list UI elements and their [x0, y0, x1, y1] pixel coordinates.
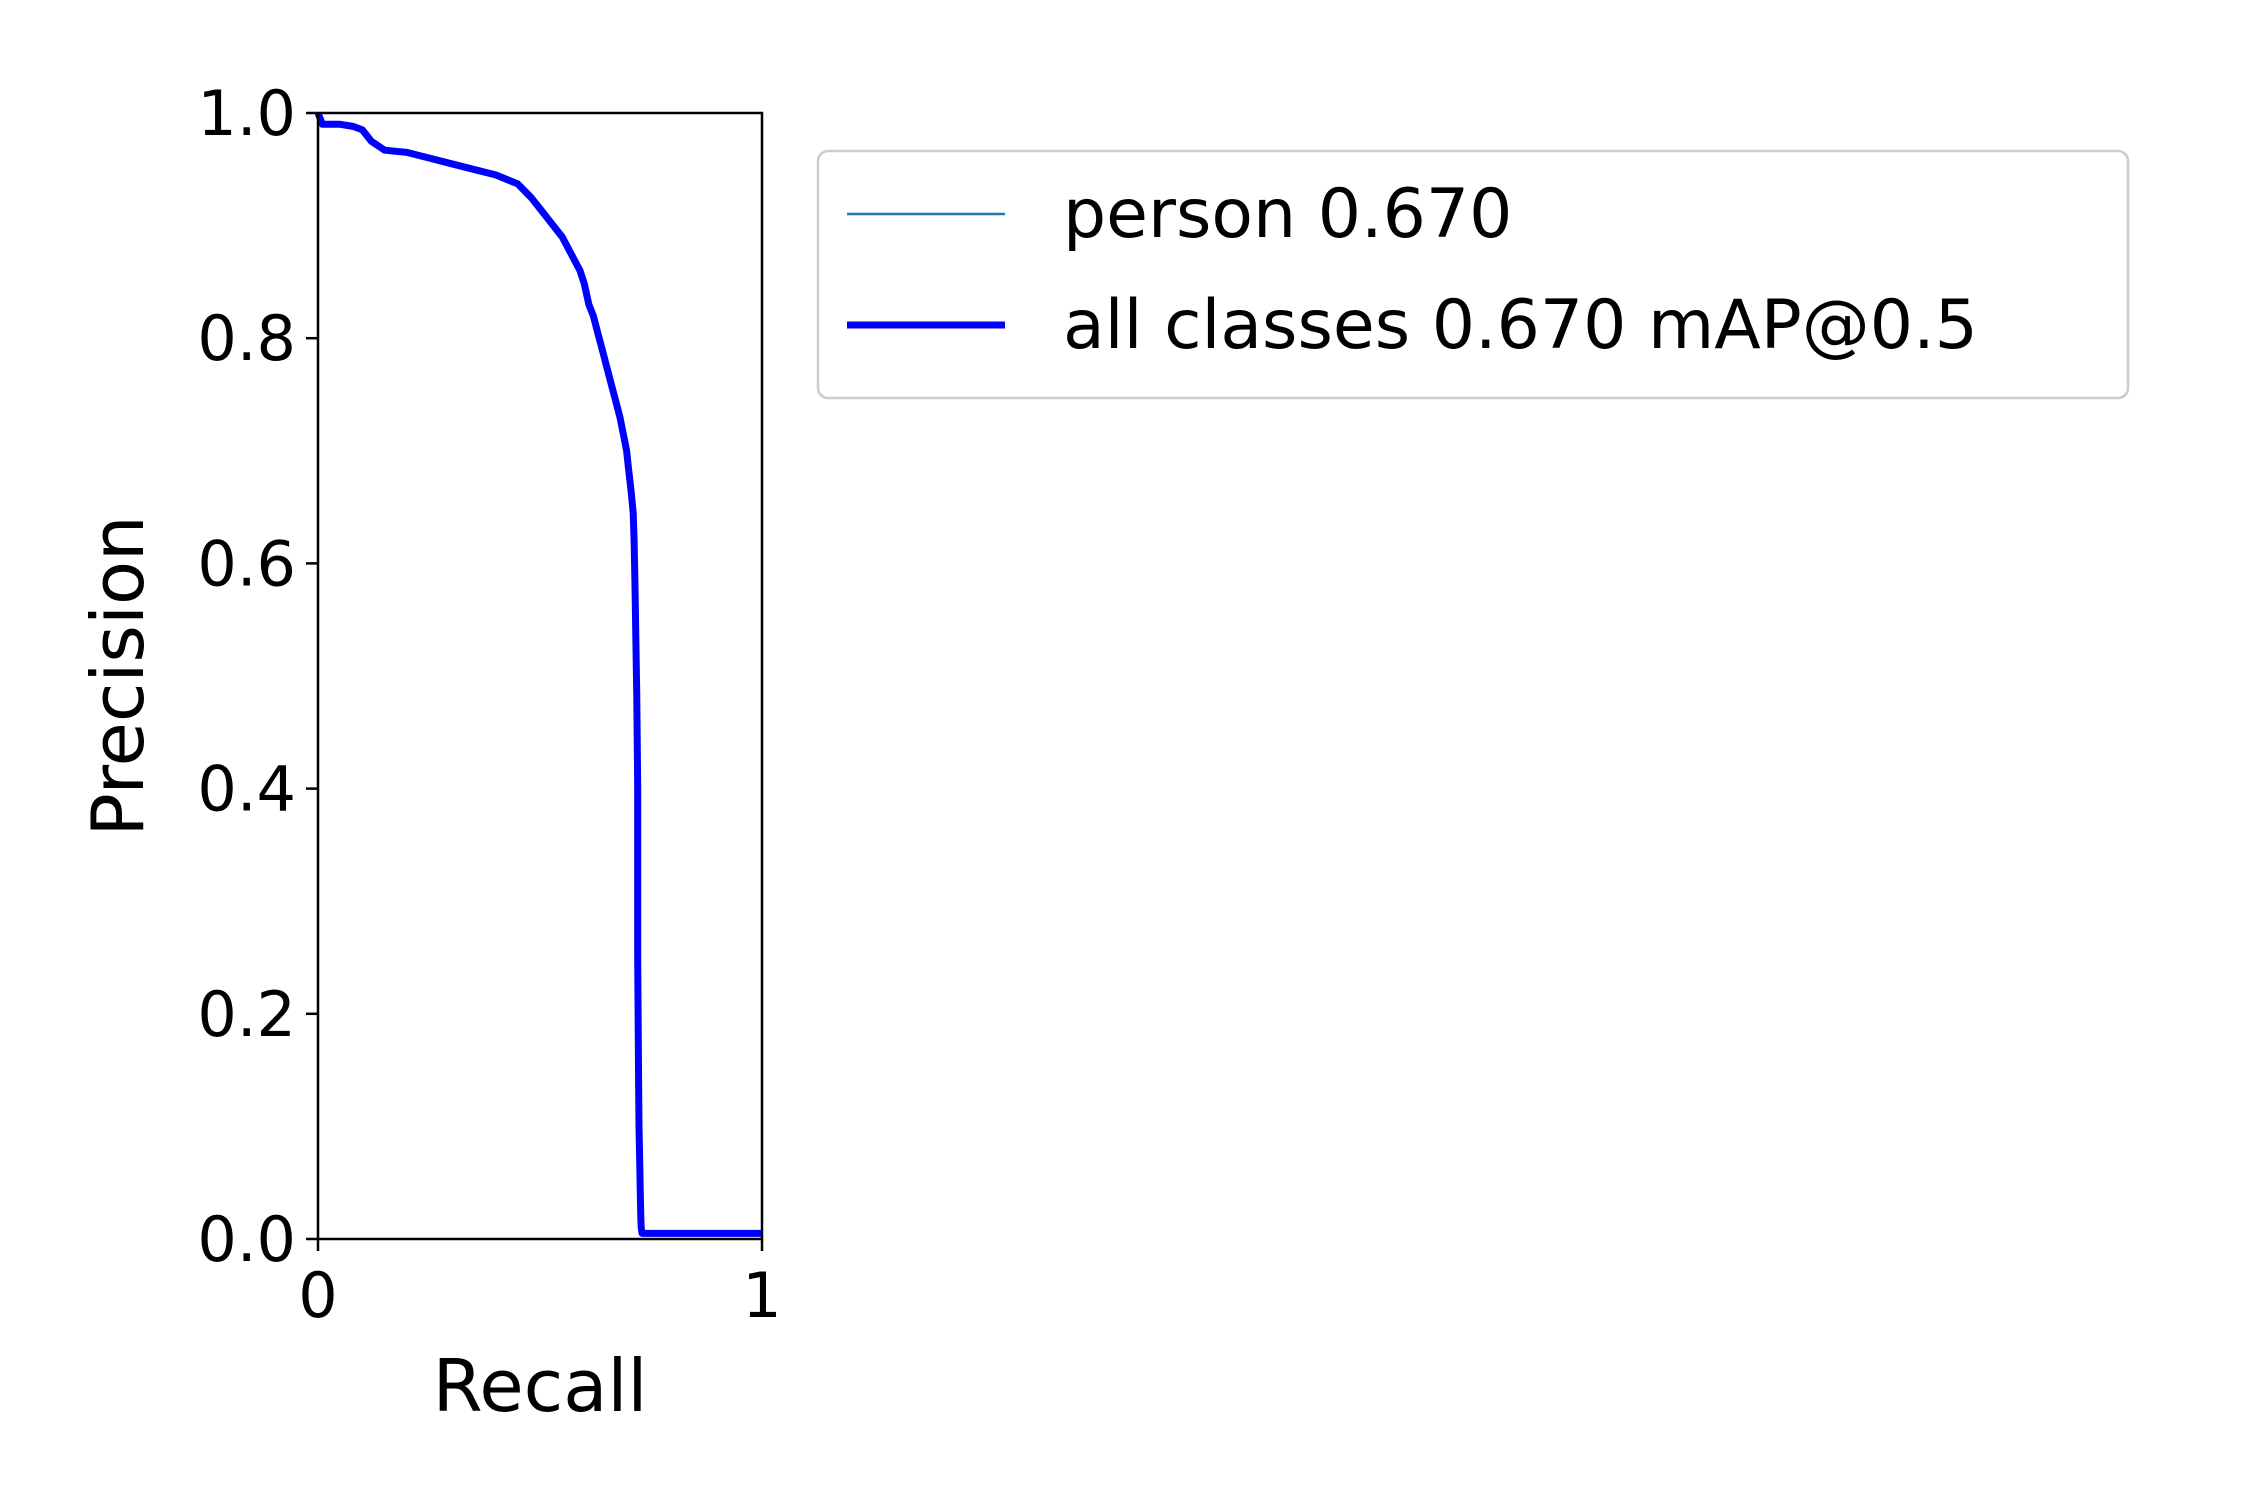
legend-box [816, 149, 2130, 400]
y-tick-label: 0.2 [197, 978, 296, 1051]
series-line-1 [314, 111, 762, 1237]
legend-label-1: all classes 0.670 mAP@0.5 [1063, 286, 1978, 365]
x-axis-label: Recall [433, 1344, 648, 1428]
axes: 0.0 0.2 0.4 0.6 0.8 1.0 0 1 Recall Precision [76, 77, 782, 1428]
x-tick-label: 1 [742, 1259, 781, 1332]
series-line-0 [316, 112, 762, 1235]
axes-frame [316, 111, 764, 1241]
legend: person 0.670 all classes 0.670 mAP@0.5 [816, 149, 2130, 400]
y-tick-label: 0.0 [197, 1203, 296, 1276]
y-tick-label: 0.4 [197, 753, 296, 826]
y-axis-label: Precision [76, 515, 160, 836]
y-tick-label: 1.0 [197, 77, 296, 150]
x-tick-label: 0 [298, 1259, 337, 1332]
y-tick-label: 0.8 [197, 302, 296, 375]
plot-area [314, 111, 762, 1237]
legend-label-0: person 0.670 [1063, 175, 1512, 254]
y-tick-label: 0.6 [197, 527, 296, 600]
